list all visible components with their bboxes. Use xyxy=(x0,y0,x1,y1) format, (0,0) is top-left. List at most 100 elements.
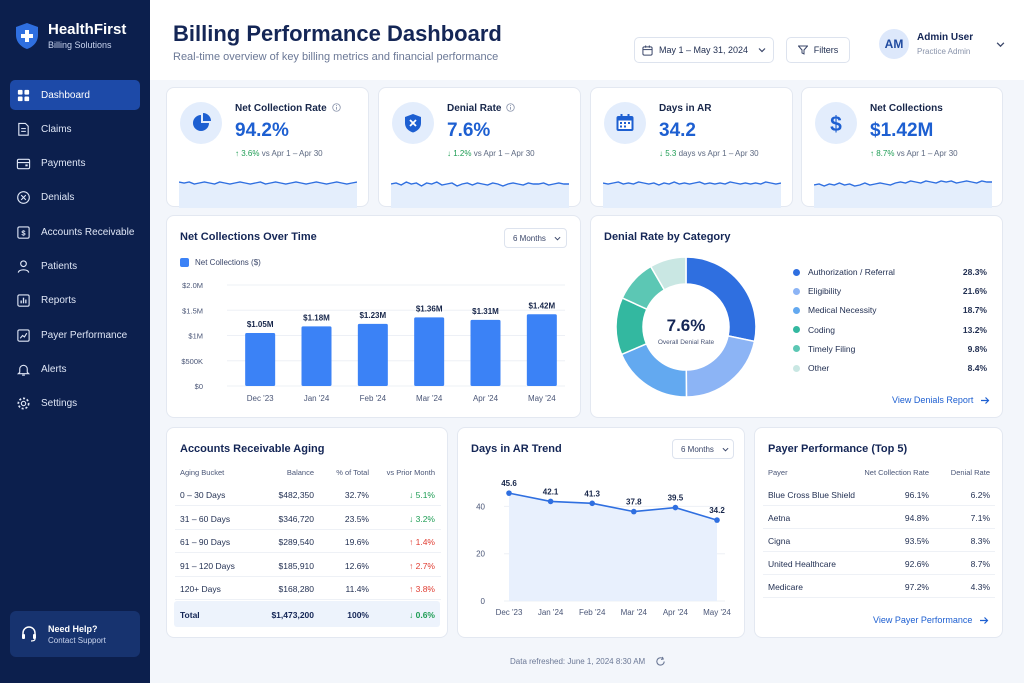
donut-slice[interactable] xyxy=(620,342,688,398)
days-ar-trend-card: Days in AR Trend 6 Months 0 20 40 45.6 Dec '… xyxy=(457,427,745,638)
svg-text:$: $ xyxy=(830,113,842,134)
data-refreshed-label: Data refreshed: June 1, 2024 8:30 AM xyxy=(510,657,646,666)
help-button[interactable]: Need Help? Contact Support xyxy=(10,611,140,657)
line-point[interactable] xyxy=(547,498,554,505)
brand-name: HealthFirst xyxy=(48,21,127,38)
user-icon xyxy=(17,260,30,273)
sidebar-item-payer-performance[interactable]: Payer Performance xyxy=(10,320,140,350)
kpi-card-days-in-ar: Days in AR 34.2 ↓ 5.3 days vs Apr 1 – Apr … xyxy=(590,87,793,208)
sidebar-item-claims[interactable]: Claims xyxy=(10,114,140,144)
denial-legend-item[interactable]: Other 8.4% xyxy=(793,363,987,373)
bar[interactable] xyxy=(357,323,388,386)
point-data-label: 42.1 xyxy=(543,487,559,496)
view-payer-performance-label: View Payer Performance xyxy=(873,615,973,625)
kpi-delta-value: ↓ 1.2% xyxy=(447,149,472,158)
collections-legend: Net Collections ($) xyxy=(180,258,261,267)
shield-plus-icon xyxy=(16,23,38,49)
denial-legend-item[interactable]: Coding 13.2% xyxy=(793,325,987,335)
bar[interactable] xyxy=(245,332,276,386)
view-payer-performance-link[interactable]: View Payer Performance xyxy=(873,615,989,625)
donut-slice[interactable] xyxy=(649,256,687,291)
denial-legend-item[interactable]: Eligibility 21.6% xyxy=(793,286,987,296)
bar[interactable] xyxy=(301,326,332,386)
denial-legend-item[interactable]: Medical Necessity 18.7% xyxy=(793,305,987,315)
ar-cell: 31 – 60 Days xyxy=(180,513,231,524)
ar-total-cell: Total xyxy=(180,610,200,620)
line-point[interactable] xyxy=(714,517,720,523)
legend-category: Coding xyxy=(808,324,835,335)
ar-cell: $168,280 xyxy=(278,584,314,594)
legend-value: 18.7% xyxy=(962,305,987,316)
sidebar-item-label: Payments xyxy=(41,158,86,170)
legend-dot xyxy=(793,268,800,276)
denial-legend-item[interactable]: Authorization / Referral 28.3% xyxy=(793,267,987,277)
point-data-label: 39.5 xyxy=(668,494,684,503)
bar-data-label: $1.18M xyxy=(303,313,330,322)
days-ar-trend-title: Days in AR Trend xyxy=(471,443,562,455)
sidebar-item-dashboard[interactable]: Dashboard xyxy=(10,80,140,110)
denial-rate-title: Denial Rate by Category xyxy=(604,231,731,243)
row-divider xyxy=(763,505,995,506)
kpi-value: 7.6% xyxy=(447,120,491,141)
sidebar-item-accounts-receivable[interactable]: $ Accounts Receivable xyxy=(10,217,140,247)
line-point[interactable] xyxy=(672,504,679,511)
legend-dot xyxy=(793,326,800,334)
filters-label: Filters xyxy=(813,45,839,55)
sidebar-item-payments[interactable]: Payments xyxy=(10,149,140,179)
row-divider xyxy=(763,551,995,552)
sidebar-item-patients[interactable]: Patients xyxy=(10,251,140,281)
net-collections-title: Net Collections Over Time xyxy=(180,231,317,243)
collections-period-select[interactable]: 6 Months xyxy=(504,228,567,248)
ar-cell: $289,540 xyxy=(278,537,314,547)
sidebar-item-reports[interactable]: Reports xyxy=(10,286,140,316)
sidebar-item-settings[interactable]: Settings xyxy=(10,389,140,419)
legend-category: Authorization / Referral xyxy=(808,267,895,277)
brand[interactable]: HealthFirst Billing Solutions xyxy=(14,22,126,50)
sidebar-item-label: Settings xyxy=(41,398,78,410)
legend-value: 13.2% xyxy=(962,324,987,335)
filters-button[interactable]: Filters xyxy=(786,37,850,63)
payer-cell: United Healthcare xyxy=(768,559,837,569)
line-area xyxy=(509,493,717,601)
line-point[interactable] xyxy=(631,508,637,515)
sidebar-item-alerts[interactable]: Alerts xyxy=(10,354,140,384)
bar-data-label: $1.42M xyxy=(528,301,555,310)
user-menu-chevron-icon[interactable] xyxy=(996,40,1005,49)
ar-cell: $346,720 xyxy=(278,513,314,524)
shield-x-icon xyxy=(405,114,421,133)
legend-value: 28.3% xyxy=(962,267,987,277)
date-range-picker[interactable]: May 1 – May 31, 2024 xyxy=(634,37,774,63)
kpi-delta: ↓ 5.3 days vs Apr 1 – Apr 30 xyxy=(659,149,759,158)
denial-legend-item[interactable]: Timely Filing 9.8% xyxy=(793,344,987,354)
kpi-value: 34.2 xyxy=(659,120,696,141)
bar[interactable] xyxy=(470,319,501,386)
x-tick-label: Mar '24 xyxy=(416,394,443,403)
brand-subtitle: Billing Solutions xyxy=(48,40,112,50)
legend-category: Medical Necessity xyxy=(808,305,877,316)
bar[interactable] xyxy=(526,314,557,386)
ar-column-header: Balance xyxy=(286,468,314,477)
payer-cell: 4.3% xyxy=(970,582,990,592)
x-tick-label: Apr '24 xyxy=(473,394,499,403)
dollar-icon: $ xyxy=(830,113,842,134)
row-divider xyxy=(175,552,441,553)
sidebar-item-denials[interactable]: Denials xyxy=(10,183,140,213)
row-divider xyxy=(763,574,995,575)
days-ar-period-select[interactable]: 6 Months xyxy=(672,439,734,459)
user-name[interactable]: Admin User xyxy=(917,32,974,43)
info-icon[interactable] xyxy=(332,103,341,112)
bar[interactable] xyxy=(414,317,445,386)
net-collections-card: Net Collections Over Time 6 Months Net C… xyxy=(166,215,581,418)
legend-category: Eligibility xyxy=(808,286,842,297)
line-point[interactable] xyxy=(506,490,512,496)
view-denials-report-link[interactable]: View Denials Report xyxy=(892,395,990,405)
line-point[interactable] xyxy=(589,500,595,507)
kpi-card-net-collection-rate: Net Collection Rate 94.2% ↑ 3.6% vs Apr 1 … xyxy=(166,87,369,208)
sidebar-item-label: Reports xyxy=(41,295,77,307)
sidebar: HealthFirst Billing Solutions Dashboard C… xyxy=(0,0,150,683)
refresh-icon[interactable] xyxy=(655,656,666,667)
ar-cell: ↑ 3.8% xyxy=(409,584,435,594)
info-icon[interactable] xyxy=(506,103,516,112)
avatar[interactable]: AM xyxy=(879,29,909,59)
point-data-label: 45.6 xyxy=(501,479,517,488)
